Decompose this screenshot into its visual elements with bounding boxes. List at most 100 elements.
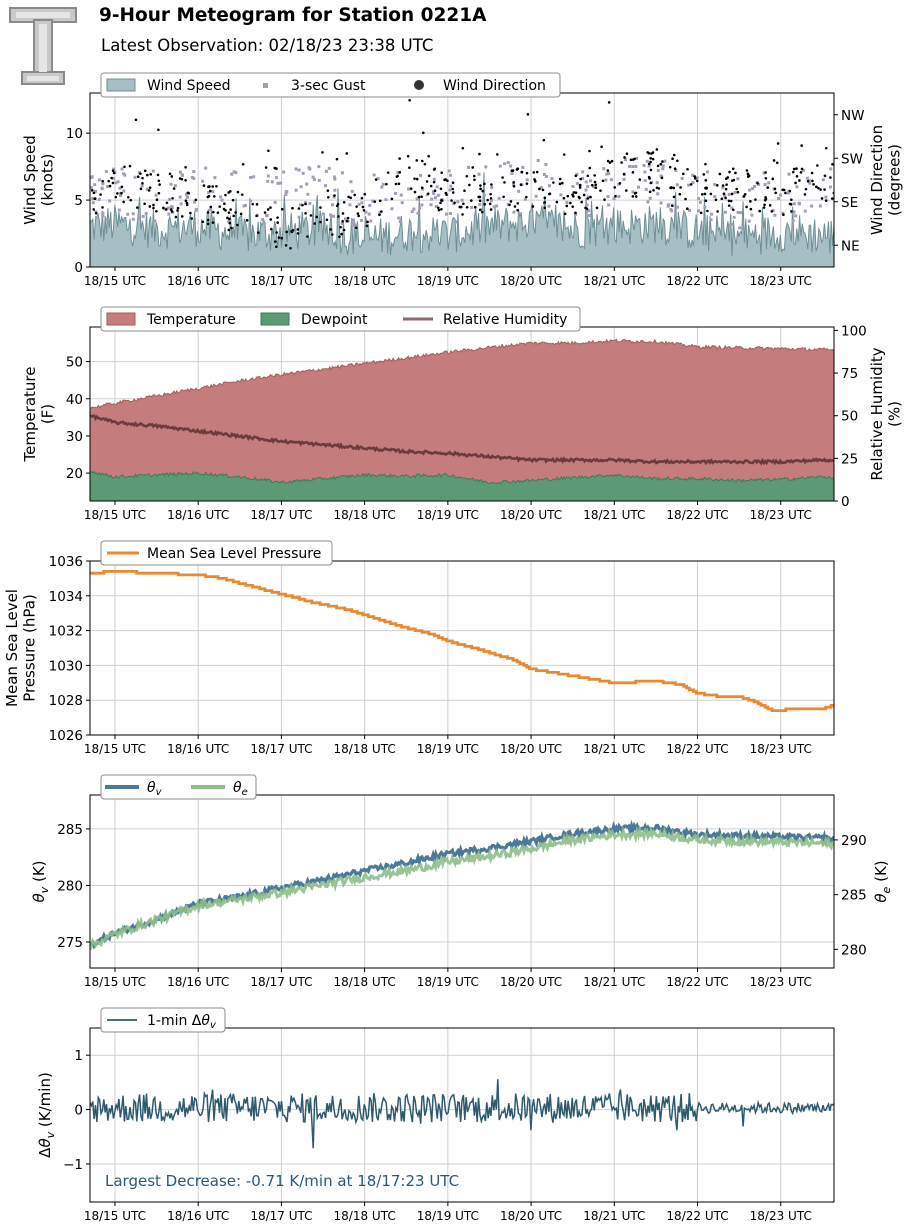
gust-point xyxy=(122,172,126,176)
gust-point xyxy=(802,168,806,172)
direction-point xyxy=(684,197,687,201)
direction-point xyxy=(531,205,535,208)
gust-point xyxy=(733,191,737,195)
direction-point xyxy=(256,231,260,234)
gust-point xyxy=(194,208,198,212)
y-tick-label: 10 xyxy=(66,126,83,142)
direction-point xyxy=(111,169,115,173)
direction-point xyxy=(824,146,828,150)
direction-point xyxy=(269,206,272,209)
gust-point xyxy=(575,181,579,185)
direction-point xyxy=(112,171,116,175)
direction-point xyxy=(319,206,322,209)
direction-point xyxy=(773,187,777,191)
gust-point xyxy=(178,170,182,174)
gust-point xyxy=(419,173,423,177)
gust-point xyxy=(607,171,611,175)
direction-point xyxy=(363,192,367,196)
gust-point xyxy=(610,178,614,182)
direction-point xyxy=(473,178,476,182)
direction-point xyxy=(331,233,334,236)
direction-point xyxy=(110,176,113,180)
direction-point xyxy=(169,208,173,211)
x-tick-label: 18/17 UTC xyxy=(250,508,312,522)
wind-speed-area xyxy=(90,172,834,267)
direction-point xyxy=(572,191,576,194)
direction-point xyxy=(229,208,232,211)
direction-point xyxy=(139,187,143,191)
direction-point xyxy=(800,144,803,147)
legend-label: Wind Speed xyxy=(147,78,231,94)
gust-point xyxy=(412,207,416,211)
direction-point xyxy=(439,201,442,205)
direction-point xyxy=(413,190,417,194)
direction-point xyxy=(255,203,259,206)
gust-point xyxy=(410,210,414,214)
direction-point xyxy=(306,235,309,238)
direction-point xyxy=(380,210,383,213)
direction-point xyxy=(355,205,358,208)
gust-point xyxy=(349,180,353,184)
y2-tick-label: 285 xyxy=(841,888,867,904)
direction-point xyxy=(386,171,390,174)
gust-point xyxy=(454,220,458,224)
direction-point xyxy=(374,178,378,181)
gust-point xyxy=(273,200,277,204)
direction-point xyxy=(206,222,210,226)
gust-point xyxy=(284,192,288,196)
direction-point xyxy=(479,184,482,187)
gust-point xyxy=(511,183,515,187)
direction-point xyxy=(608,161,612,164)
gust-point xyxy=(274,176,278,180)
direction-point xyxy=(781,188,784,192)
direction-point xyxy=(445,193,448,197)
gust-point xyxy=(312,178,316,182)
direction-point xyxy=(99,193,102,196)
direction-point xyxy=(548,192,551,196)
direction-point xyxy=(90,189,94,192)
legend: Mean Sea Level Pressure xyxy=(100,540,333,566)
gust-point xyxy=(828,185,832,189)
gust-point xyxy=(232,170,236,174)
gust-point xyxy=(721,186,725,190)
direction-point xyxy=(727,204,731,207)
legend-key xyxy=(263,83,268,88)
direction-point xyxy=(241,163,245,166)
gust-point xyxy=(418,206,422,210)
gust-point xyxy=(301,171,305,175)
temp-panel: 18/15 UTC 18/16 UTC 18/17 UTC 18/18 UTC 18/1… xyxy=(21,306,903,522)
gust-point xyxy=(659,201,663,205)
x-tick-label: 18/18 UTC xyxy=(334,975,396,989)
gust-point xyxy=(581,176,585,180)
direction-point xyxy=(774,191,777,195)
direction-point xyxy=(206,218,210,222)
direction-point xyxy=(622,172,626,176)
y-axis-label: Δθv (K/min) xyxy=(36,1072,57,1158)
gust-point xyxy=(420,203,424,207)
direction-point xyxy=(558,177,562,181)
gust-point xyxy=(415,197,419,201)
gust-point xyxy=(574,212,578,216)
relative-humidity-line xyxy=(90,413,834,466)
direction-point xyxy=(679,186,682,189)
gust-point xyxy=(369,219,373,223)
direction-point xyxy=(725,177,728,181)
gust-point xyxy=(622,177,626,181)
gust-point xyxy=(122,189,126,193)
gust-point xyxy=(220,198,224,202)
gust-point xyxy=(184,192,188,196)
direction-point xyxy=(356,212,360,215)
direction-point xyxy=(423,162,427,166)
gust-point xyxy=(154,193,158,197)
gust-point xyxy=(90,186,93,190)
direction-point xyxy=(747,174,751,178)
direction-point xyxy=(101,179,104,183)
gust-point xyxy=(116,180,120,184)
gust-point xyxy=(101,214,105,218)
direction-point xyxy=(656,164,660,168)
gust-point xyxy=(728,223,732,227)
gust-point xyxy=(266,179,270,183)
direction-point xyxy=(152,203,155,207)
gust-point xyxy=(153,219,157,223)
gust-point xyxy=(209,207,213,211)
